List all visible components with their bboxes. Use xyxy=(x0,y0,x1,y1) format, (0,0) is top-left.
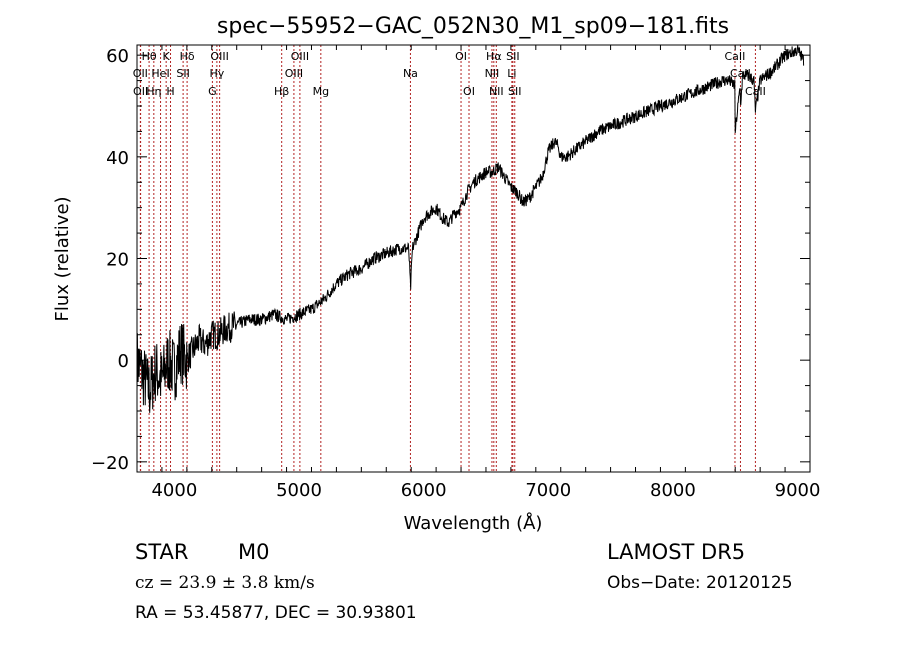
spectral-line-markers xyxy=(139,45,756,472)
y-tick-label: 40 xyxy=(106,148,129,169)
y-tick-label: 0 xyxy=(118,351,129,372)
spectral-line-label: OII xyxy=(133,67,148,80)
x-tick-label: 9000 xyxy=(775,480,821,501)
observation-date: Obs−Date: 20120125 xyxy=(607,573,793,593)
spectral-line-label: SII xyxy=(176,67,189,80)
x-tick-label: 7000 xyxy=(525,480,571,501)
spectral-line-label: Hβ xyxy=(274,85,289,98)
spectral-line-label: K xyxy=(163,50,171,63)
flux-line xyxy=(136,45,805,413)
x-axis-ticks: 4000 5000 6000 7000 8000 9000 xyxy=(136,45,821,501)
object-subclass: M0 xyxy=(238,540,270,564)
spectral-line-label: H xyxy=(166,85,174,98)
spectral-line-label: Li xyxy=(507,67,516,80)
spectral-line-label: Mg xyxy=(313,85,329,98)
plot-frame xyxy=(136,44,811,473)
object-class: STAR xyxy=(135,540,189,564)
spectral-line-label: CaII xyxy=(725,50,746,63)
y-tick-label: −20 xyxy=(91,453,129,474)
spectral-line-label: Hγ xyxy=(209,67,224,80)
chart-title: spec−55952−GAC_052N30_M1_sp09−181.fits xyxy=(217,14,729,39)
survey-name: LAMOST DR5 xyxy=(607,540,746,564)
spectral-line-label: Hθ xyxy=(142,50,157,63)
y-axis-ticks: −20 0 20 40 60 xyxy=(91,46,810,474)
spectral-line-label: HeI xyxy=(151,67,169,80)
x-axis-label: Wavelength (Å) xyxy=(404,512,543,534)
spectral-line-label: OI xyxy=(463,85,475,98)
spectral-line-label: Hη xyxy=(146,85,161,98)
redshift-velocity: cz = 23.9 ± 3.8 km/s xyxy=(135,573,315,593)
spectral-line-label: Hδ xyxy=(180,50,195,63)
y-axis-label: Flux (relative) xyxy=(52,196,73,321)
coordinates: RA = 53.45877, DEC = 30.93801 xyxy=(135,603,417,623)
y-tick-label: 20 xyxy=(106,250,129,271)
spectral-line-label: Na xyxy=(403,67,418,80)
x-tick-label: 5000 xyxy=(276,480,322,501)
spectral-line-label: SII xyxy=(508,85,521,98)
spectral-line-label: OI xyxy=(455,50,467,63)
spectral-line-label: SII xyxy=(506,50,519,63)
spectral-line-label: G xyxy=(208,85,217,98)
x-tick-label: 4000 xyxy=(151,480,197,501)
spectral-line-label: CaII xyxy=(745,85,766,98)
x-tick-label: 8000 xyxy=(650,480,696,501)
flux-series xyxy=(136,45,805,413)
spectral-line-label: NII xyxy=(489,85,504,98)
x-tick-label: 6000 xyxy=(401,480,447,501)
spectral-line-label: OIII xyxy=(285,67,303,80)
spectral-line-label: NII xyxy=(485,67,500,80)
y-tick-label: 60 xyxy=(106,46,129,67)
spectral-line-label: Hα xyxy=(486,50,502,63)
spectral-line-label: OIII xyxy=(291,50,309,63)
spectral-line-label: OIII xyxy=(210,50,228,63)
